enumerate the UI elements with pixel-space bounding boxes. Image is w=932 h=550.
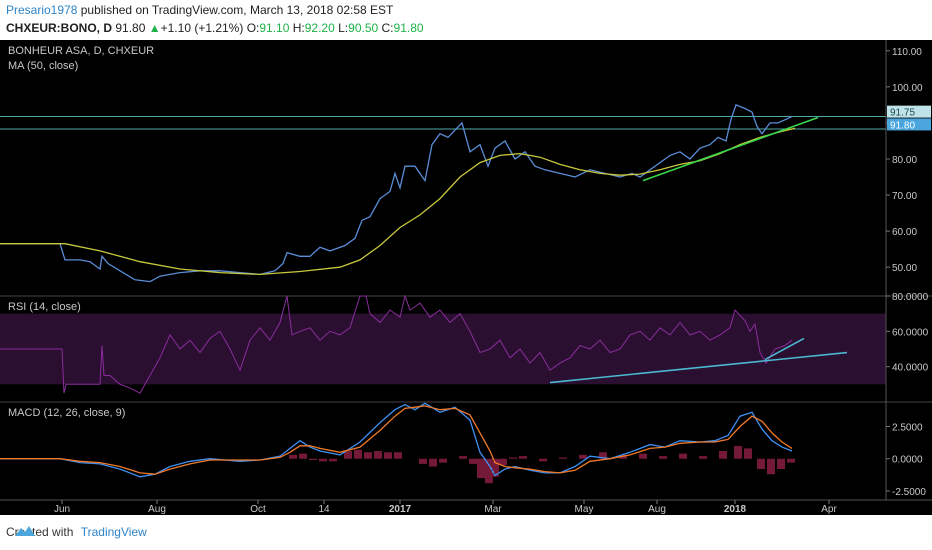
chart-area[interactable]: 110.00100.0090.0080.0070.0060.0050.0091.… [0,40,932,515]
up-arrow-icon: ▲ [148,21,161,35]
y-tick-label: 110.00 [892,47,922,58]
pane-title: RSI (14, close) [8,301,81,313]
y-tick-label: 60.0000 [892,327,929,338]
x-tick-label: Jun [54,504,70,515]
price-tag [887,118,931,131]
series-line-signal [0,405,793,475]
price-tag [887,105,931,118]
symbol-label: CHXEUR:BONO, D [6,21,113,35]
series-line-price [0,104,793,283]
y-tick-label: 80.00 [892,155,917,166]
pane-title: BONHEUR ASA, D, CHXEUR [8,45,154,57]
open-value: 91.10 [259,21,290,35]
x-tick-label: May [575,504,594,515]
price-change: +1.10 (+1.21%) [160,21,244,35]
series-line-rsi [0,294,793,394]
trendline [642,116,819,182]
indicator-label: MA (50, close) [8,60,78,72]
footer: Created with TradingView [6,525,147,539]
pane-title: MACD (12, 26, close, 9) [8,407,125,419]
ohlc-line: CHXEUR:BONO, D 91.80 ▲+1.10 (+1.21%) O:9… [6,21,424,35]
close-label: C: [381,21,394,35]
x-tick-label: Aug [148,504,166,515]
y-tick-label: 2.5000 [892,423,923,434]
trendline [549,351,848,384]
y-tick-label: 40.0000 [892,363,929,374]
close-value: 91.80 [393,21,424,35]
series-line-macd [0,402,793,478]
published-text: published on TradingView.com, March 13, … [80,3,394,17]
x-tick-label: Apr [821,504,837,515]
tradingview-logo-icon [15,526,35,536]
price-tag-label: 91.75 [890,108,915,119]
high-label: H: [292,21,305,35]
low-label: L: [338,21,349,35]
y-tick-label: 100.00 [892,83,923,94]
trendline [764,337,805,361]
chart-canvas[interactable]: 110.00100.0090.0080.0070.0060.0050.0091.… [0,40,932,515]
high-value: 92.20 [304,21,335,35]
x-tick-label: Mar [484,504,502,515]
low-value: 90.50 [348,21,379,35]
publish-line: Presario1978 published on TradingView.co… [6,3,393,17]
y-tick-label: 60.00 [892,227,917,238]
open-label: O: [246,21,260,35]
x-tick-label: Oct [250,504,266,515]
y-tick-label: 50.00 [892,263,917,274]
y-tick-label: 80.0000 [892,292,929,303]
x-tick-label: 2017 [389,504,412,515]
last-price: 91.80 [115,21,146,35]
x-tick-label: Aug [648,504,666,515]
chart-background [0,40,932,515]
rsi-band [0,313,886,385]
x-tick-label: 2018 [724,504,747,515]
y-tick-label: 70.00 [892,191,917,202]
y-tick-label: 0.0000 [892,455,923,466]
tradingview-brand-link[interactable]: TradingView [80,525,147,539]
author-link[interactable]: Presario1978 [6,3,78,17]
price-tag-label: 91.80 [890,120,915,131]
y-tick-label: -2.5000 [892,487,926,498]
x-tick-label: 14 [318,504,330,515]
